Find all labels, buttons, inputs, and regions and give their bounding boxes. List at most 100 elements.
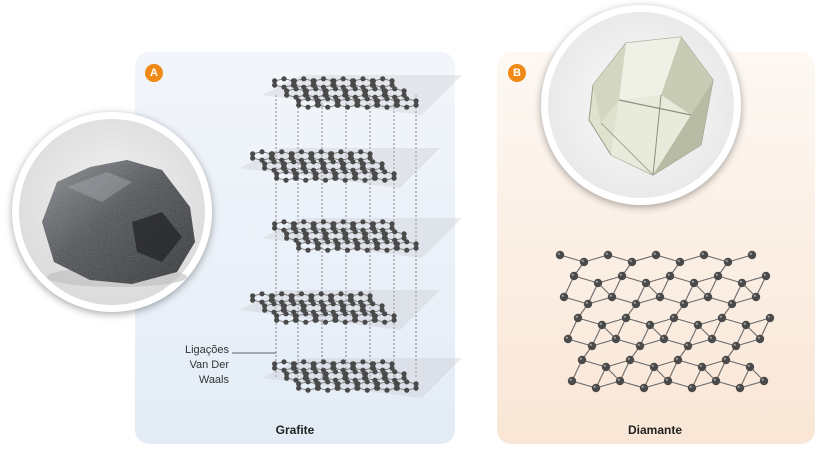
carbon-atom (389, 82, 395, 88)
carbon-atom (281, 219, 287, 225)
carbon-atom (250, 297, 256, 303)
carbon-atom (315, 98, 321, 104)
atom-highlight (767, 315, 770, 318)
carbon-atom (401, 375, 407, 381)
carbon-atom (364, 379, 370, 385)
carbon-atom (603, 250, 613, 260)
carbon-atom (341, 161, 347, 167)
carbon-atom (367, 297, 373, 303)
annotation-line-2: Van Der (189, 359, 229, 371)
carbon-atom (325, 387, 331, 393)
carbon-atom (659, 334, 669, 344)
carbon-atom (645, 320, 655, 330)
carbon-atom (343, 88, 349, 94)
carbon-atom (283, 311, 289, 317)
carbon-atom (313, 313, 319, 319)
carbon-atom (311, 221, 317, 227)
carbon-atom (322, 319, 329, 325)
carbon-atom (372, 369, 378, 375)
carbon-atom (301, 219, 307, 225)
carbon-atom (364, 239, 370, 245)
carbon-atom (621, 313, 631, 323)
carbon-atom (342, 177, 348, 183)
atom-highlight (569, 378, 572, 381)
carbon-atom (391, 171, 397, 177)
atom-highlight (595, 280, 598, 283)
atom-highlight (713, 378, 716, 381)
carbon-atom (329, 151, 335, 157)
carbon-atom (325, 239, 331, 245)
graphite-caption: Grafite (275, 423, 315, 437)
carbon-atom (370, 221, 376, 227)
atom-highlight (641, 385, 644, 388)
atom-highlight (749, 252, 752, 255)
carbon-atom (639, 383, 649, 393)
diamond-caption: Diamante (627, 423, 683, 437)
carbon-atom (272, 225, 278, 231)
carbon-atom (259, 157, 265, 163)
carbon-atom (382, 371, 388, 377)
carbon-atom (289, 151, 295, 157)
carbon-atom (305, 104, 311, 110)
diamond-photo (541, 5, 741, 205)
carbon-atom (711, 376, 721, 386)
carbon-atom (363, 88, 369, 94)
carbon-atom (761, 271, 771, 281)
atom-highlight (705, 294, 708, 297)
carbon-atom (281, 227, 287, 233)
carbon-atom (370, 78, 376, 84)
carbon-atom (747, 250, 757, 260)
carbon-atom (370, 159, 376, 165)
carbon-atom (293, 313, 299, 319)
carbon-atom (341, 303, 347, 309)
carbon-atom (358, 291, 364, 297)
carbon-atom (303, 231, 309, 237)
graphite-layer (262, 358, 462, 398)
carbon-atom (367, 151, 373, 157)
atom-highlight (565, 336, 568, 339)
atom-highlight (743, 322, 746, 325)
carbon-atom (271, 301, 277, 307)
carbon-atom (697, 362, 707, 372)
carbon-atom (291, 361, 297, 367)
atom-highlight (723, 357, 726, 360)
carbon-atom (727, 299, 737, 309)
atom-highlight (599, 322, 602, 325)
carbon-atom (372, 313, 378, 319)
carbon-atom (272, 221, 278, 227)
carbon-atom (617, 271, 627, 281)
carbon-atom (665, 271, 675, 281)
carbon-atom (355, 241, 361, 247)
carbon-atom (413, 385, 419, 391)
carbon-atom (615, 376, 625, 386)
carbon-atom (303, 319, 309, 325)
carbon-atom (311, 78, 317, 84)
carbon-atom (350, 301, 356, 307)
atom-highlight (617, 378, 620, 381)
carbon-atom (713, 271, 723, 281)
carbon-atom (360, 161, 366, 167)
annotation-line-1: Ligações (184, 344, 229, 356)
carbon-atom (401, 235, 407, 241)
carbon-atom (611, 334, 621, 344)
carbon-atom (281, 359, 287, 365)
carbon-atom (555, 250, 565, 260)
carbon-atom (731, 341, 741, 351)
carbon-atom (343, 371, 349, 377)
carbon-atom (384, 104, 390, 110)
annotation-line-3: Waals (198, 374, 229, 386)
atom-highlight (733, 343, 736, 346)
carbon-atom (717, 313, 727, 323)
carbon-atom (413, 241, 419, 247)
carbon-atom (352, 229, 358, 235)
carbon-atom (631, 299, 641, 309)
carbon-atom (372, 229, 378, 235)
atom-highlight (643, 280, 646, 283)
carbon-atom (322, 169, 329, 175)
carbon-atom (375, 241, 381, 247)
carbon-atom (313, 317, 319, 323)
carbon-atom (293, 86, 299, 92)
carbon-atom (379, 303, 385, 309)
carbon-atom (569, 271, 579, 281)
carbon-atom (401, 371, 407, 377)
